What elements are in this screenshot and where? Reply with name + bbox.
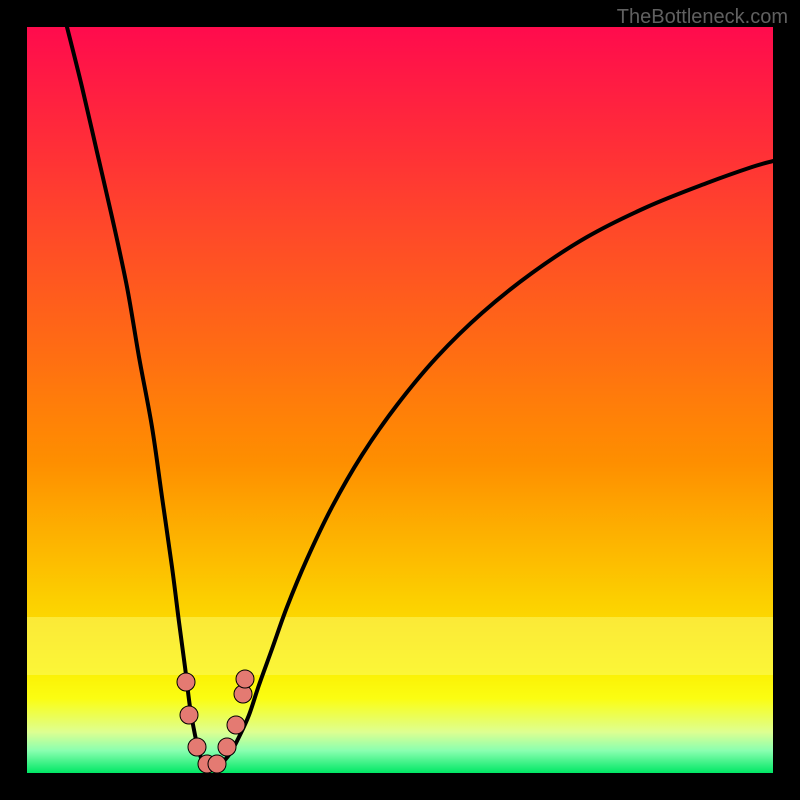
data-marker — [208, 755, 226, 773]
data-marker — [177, 673, 195, 691]
ideal-zone-band — [27, 617, 773, 675]
chart-frame: TheBottleneck.com — [0, 0, 800, 800]
data-marker — [218, 738, 236, 756]
bottleneck-curve-chart — [27, 27, 773, 773]
data-marker — [180, 706, 198, 724]
plot-area — [27, 27, 773, 773]
data-marker — [236, 670, 254, 688]
watermark-text: TheBottleneck.com — [617, 6, 788, 29]
data-marker — [227, 716, 245, 734]
data-marker — [188, 738, 206, 756]
